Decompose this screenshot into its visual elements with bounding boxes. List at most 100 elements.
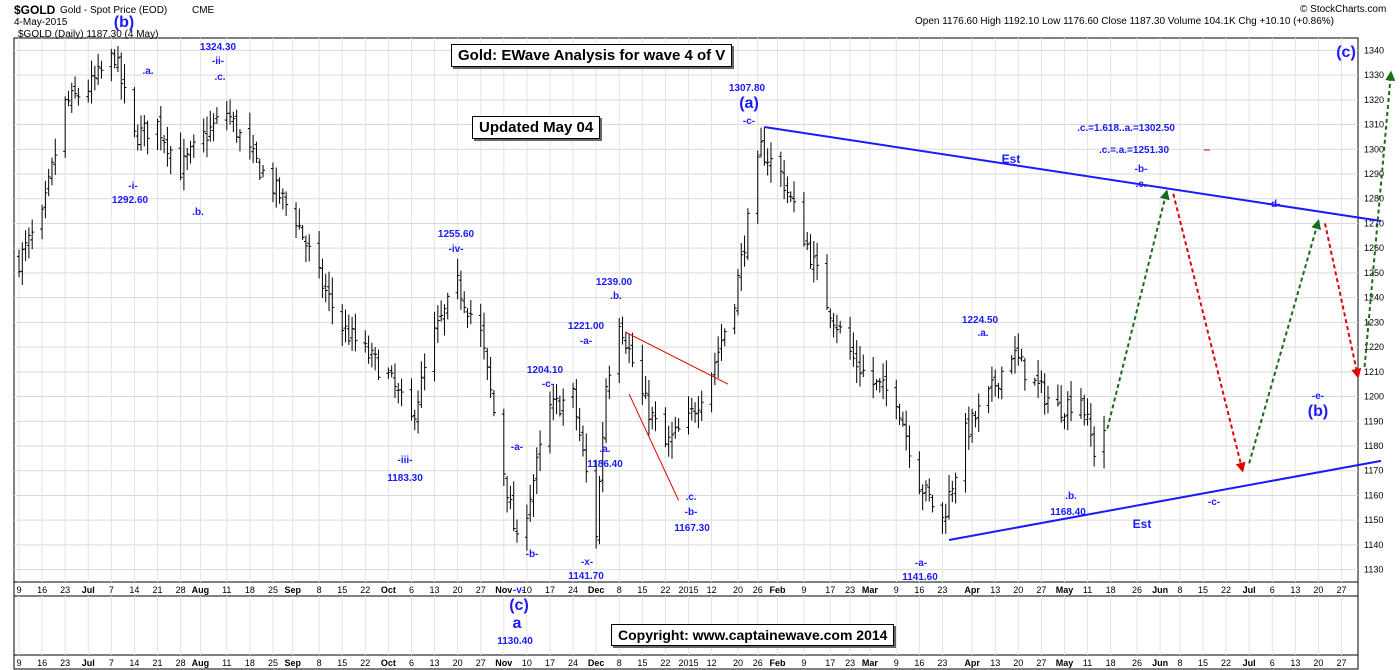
- x-tick-label: 8: [1177, 658, 1182, 668]
- wave-label: -v-: [512, 585, 526, 596]
- wave-label: (c): [509, 597, 529, 614]
- y-tick-label: 1210: [1364, 367, 1384, 377]
- x-tick-label: 23: [60, 658, 70, 668]
- x-tick-label: 25: [268, 585, 278, 595]
- x-tick-label: Sep: [284, 585, 301, 595]
- brand-logo: © StockCharts.com: [1300, 4, 1387, 15]
- exchange: CME: [192, 5, 215, 16]
- x-tick-label: 16: [37, 585, 47, 595]
- y-tick-label: 1200: [1364, 392, 1384, 402]
- x-tick-label: 8: [317, 658, 322, 668]
- x-tick-label: 6: [409, 658, 414, 668]
- x-tick-label: 9: [801, 585, 806, 595]
- wave-label: 1324.30: [199, 42, 237, 53]
- x-tick-label: 15: [337, 658, 347, 668]
- x-tick-label: 8: [617, 658, 622, 668]
- x-tick-label: 22: [360, 658, 370, 668]
- y-tick-label: 1140: [1364, 540, 1383, 550]
- x-tick-label: 8: [617, 585, 622, 595]
- wave-label: 1186.40: [587, 459, 623, 470]
- wave-label: .a.: [977, 328, 989, 339]
- wave-label: .a.: [599, 444, 611, 455]
- wave-label: (c): [1336, 44, 1356, 61]
- wave-label: 1141.60: [902, 572, 938, 583]
- y-tick-label: 1300: [1364, 144, 1384, 154]
- bottom-axis-strip: [13, 654, 1359, 670]
- x-tick-label: 15: [637, 585, 647, 595]
- x-tick-label: 27: [476, 585, 486, 595]
- wave-label: 1204.10: [526, 365, 564, 376]
- fib-target: .c.=.a.=1251.30: [1098, 145, 1170, 156]
- y-tick-label: 1260: [1364, 243, 1384, 253]
- x-tick-label: 13: [1290, 658, 1300, 668]
- triangle-line: [628, 393, 680, 501]
- x-tick-label: 8: [1177, 585, 1182, 595]
- x-tick-label: 25: [268, 658, 278, 668]
- y-tick-label: 1270: [1364, 218, 1384, 228]
- wave-label: 1183.30: [387, 473, 423, 484]
- chart-title-box: Gold: EWave Analysis for wave 4 of V: [451, 44, 733, 67]
- x-tick-label: 6: [1270, 585, 1275, 595]
- x-tick-label: Jul: [82, 585, 95, 595]
- x-tick-label: 15: [1198, 658, 1208, 668]
- wave-label: a: [512, 615, 522, 632]
- y-tick-label: 1150: [1364, 515, 1383, 525]
- x-tick-label: Mar: [862, 658, 879, 668]
- x-tick-label: Jun: [1152, 658, 1168, 668]
- projection-down-arrow: [1324, 223, 1362, 379]
- x-tick-label: Feb: [770, 658, 787, 668]
- wave-label: (b): [1307, 403, 1329, 420]
- y-tick-label: 1160: [1364, 490, 1383, 500]
- x-tick-label: 12: [707, 658, 717, 668]
- x-tick-label: 23: [845, 585, 855, 595]
- projection-up-arrow: [1363, 70, 1396, 367]
- x-tick-label: 18: [1106, 585, 1116, 595]
- x-tick-label: 18: [1106, 658, 1116, 668]
- x-tick-label: 15: [637, 658, 647, 668]
- x-tick-label: 27: [1036, 585, 1046, 595]
- x-tick-label: 27: [1336, 585, 1346, 595]
- x-tick-label: 23: [937, 658, 947, 668]
- x-tick-label: 22: [1221, 585, 1231, 595]
- wave-label: -b-: [525, 549, 539, 560]
- wave-label: 1167.30: [674, 523, 710, 534]
- x-tick-label: Jul: [1243, 585, 1256, 595]
- wave-label: -iii-: [397, 455, 413, 466]
- wave-label: -b-: [1134, 164, 1148, 175]
- wave-label: -a-: [510, 442, 524, 453]
- x-tick-label: 2015: [678, 585, 698, 595]
- x-tick-label: 9: [894, 585, 899, 595]
- wave-label: .c.: [1135, 179, 1147, 190]
- wave-label: (b): [113, 14, 135, 31]
- x-tick-label: 18: [245, 658, 255, 668]
- wave-label: 1307.80: [728, 83, 766, 94]
- x-tick-label: 28: [176, 585, 186, 595]
- y-tick-label: 1280: [1364, 194, 1384, 204]
- wave-label: -c-: [1207, 497, 1221, 508]
- x-tick-label: 10: [522, 585, 532, 595]
- y-tick-label: 1240: [1364, 293, 1384, 303]
- y-tick-label: 1320: [1364, 95, 1384, 105]
- plot-area: [13, 37, 1359, 583]
- x-tick-label: 6: [1270, 658, 1275, 668]
- ohlc-stats: Open 1176.60 High 1192.10 Low 1176.60 Cl…: [915, 16, 1335, 27]
- x-tick-label: 17: [825, 658, 835, 668]
- x-tick-label: 14: [129, 658, 139, 668]
- x-tick-label: 23: [845, 658, 855, 668]
- x-tick-label: 17: [545, 658, 555, 668]
- symbol: $GOLD: [14, 3, 56, 17]
- x-tick-label: 15: [337, 585, 347, 595]
- x-tick-label: 9: [16, 585, 21, 595]
- symbol-name: Gold - Spot Price (EOD): [60, 5, 168, 16]
- x-tick-label: Jul: [82, 658, 95, 668]
- x-tick-label: Dec: [588, 585, 605, 595]
- x-tick-label: Sep: [284, 658, 301, 668]
- y-tick-label: 1220: [1364, 342, 1384, 352]
- x-tick-label: Apr: [964, 585, 980, 595]
- x-tick-label: 13: [990, 585, 1000, 595]
- x-tick-label: 16: [914, 585, 924, 595]
- x-tick-label: 26: [1132, 658, 1142, 668]
- wave-label: 1292.60: [111, 195, 149, 206]
- x-tick-label: 9: [801, 658, 806, 668]
